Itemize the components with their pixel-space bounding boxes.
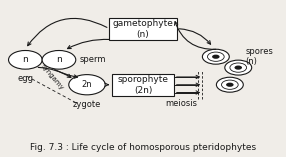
Circle shape [235,65,242,70]
Text: 2n: 2n [82,80,92,89]
Text: meiosis: meiosis [165,99,197,108]
Text: n: n [56,55,62,64]
FancyBboxPatch shape [109,18,177,40]
Circle shape [212,55,220,59]
Text: sporophyte
(2n): sporophyte (2n) [118,75,168,95]
Text: sperm: sperm [80,55,106,64]
Text: Fig. 7.3 : Life cycle of homosporous pteridophytes: Fig. 7.3 : Life cycle of homosporous pte… [30,143,256,152]
Circle shape [225,60,252,75]
Text: spores
(n): spores (n) [245,47,273,66]
FancyBboxPatch shape [112,74,174,96]
Text: egg: egg [17,74,33,83]
Circle shape [202,49,229,64]
Text: gametophyte
(n): gametophyte (n) [113,19,173,39]
Circle shape [226,83,234,87]
Text: zygote: zygote [73,100,101,108]
Text: syngamy: syngamy [39,64,64,92]
Circle shape [217,77,243,92]
Circle shape [42,51,76,69]
Circle shape [9,51,42,69]
Text: n: n [23,55,28,64]
Circle shape [69,75,105,95]
